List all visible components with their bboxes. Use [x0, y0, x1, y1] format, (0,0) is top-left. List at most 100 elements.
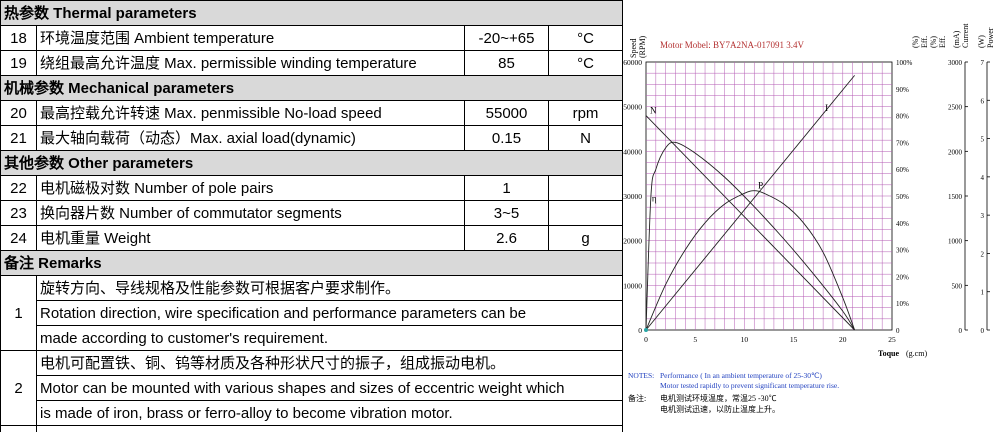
notes-line-1: Performance ( In an ambient temperature … — [660, 371, 822, 380]
notes-label: NOTES: — [628, 371, 654, 380]
row-number: 20 — [1, 101, 37, 126]
remark-number: 2 — [1, 351, 37, 426]
row-number: 22 — [1, 176, 37, 201]
x-tick-label: 25 — [888, 335, 896, 344]
row-number: 21 — [1, 126, 37, 151]
eff-tick-label: 40% — [896, 220, 909, 228]
power-tick-label: 3 — [981, 212, 985, 220]
x-tick-label: 10 — [741, 335, 749, 344]
remark-2-en2: is made of iron, brass or ferro-alloy to… — [1, 401, 623, 426]
current-tick-label: 500 — [952, 282, 963, 290]
cn-notes-line-2: 电机测试迅速，以防止温度上升。 — [660, 404, 780, 414]
row-label: 最大轴向载荷（动态）Max. axial load(dynamic) — [37, 126, 465, 151]
eff-tick-label: 90% — [896, 86, 909, 94]
row-commutator: 23 换向器片数 Number of commutator segments 3… — [1, 201, 623, 226]
eff-tick-label: 80% — [896, 113, 909, 121]
power-tick-label: 4 — [981, 174, 985, 182]
row-number: 19 — [1, 51, 37, 76]
remark-text: Motor can be mounted with various shapes… — [37, 376, 623, 401]
current-tick-label: 1000 — [948, 238, 963, 246]
speed-tick-label: 0 — [638, 326, 642, 335]
right-axis-title-1b: Eff. — [920, 36, 929, 48]
row-number: 24 — [1, 226, 37, 251]
table-tail-row — [1, 426, 623, 432]
remark-number: 1 — [1, 276, 37, 351]
power-tick-label: 5 — [981, 136, 985, 144]
eff-tick-label: 10% — [896, 300, 909, 308]
row-label: 绕组最高允许温度 Max. permissible winding temper… — [37, 51, 465, 76]
cn-notes-line-1: 电机测试环境温度，常温25 -30℃ — [660, 393, 777, 403]
x-tick-label: 20 — [839, 335, 847, 344]
remark-1-en2: made according to customer's requirement… — [1, 326, 623, 351]
row-number: 23 — [1, 201, 37, 226]
section-thermal: 热参数 Thermal parameters — [1, 1, 623, 26]
row-label: 电机重量 Weight — [37, 226, 465, 251]
spec-table: 热参数 Thermal parameters 18 环境温度范围 Ambient… — [0, 0, 623, 432]
right-axis-title-3a: (mA) — [952, 30, 961, 48]
remark-2-zh: 2 电机可配置铁、铜、钨等材质及各种形状尺寸的振子，组成振动电机。 — [1, 351, 623, 376]
left-axis-title-1: Speed — [629, 38, 638, 58]
row-unit: °C — [549, 51, 623, 76]
eff-tick-label: 70% — [896, 139, 909, 147]
eff-tick-label: 30% — [896, 247, 909, 255]
x-axis-label: Toque — [878, 349, 900, 358]
section-mechanical: 机械参数 Mechanical parameters — [1, 76, 623, 101]
power-tick-label: 0 — [981, 327, 985, 335]
row-value: 85 — [465, 51, 549, 76]
row-value: 1 — [465, 176, 549, 201]
power-tick-label: 2 — [981, 250, 985, 258]
notes-line-2: Motor tested rapidly to prevent signific… — [660, 381, 839, 390]
remark-text: made according to customer's requirement… — [37, 326, 623, 351]
x-tick-label: 15 — [790, 335, 798, 344]
speed-tick-label: 40000 — [623, 147, 642, 156]
current-tick-label: 0 — [959, 327, 963, 335]
right-axis-title-1a: (%) — [911, 36, 920, 48]
row-weight: 24 电机重量 Weight 2.6 g — [1, 226, 623, 251]
remark-1-en1: Rotation direction, wire specification a… — [1, 301, 623, 326]
right-axis-title-2a: (%) — [929, 36, 938, 48]
row-winding-temp: 19 绕组最高允许温度 Max. permissible winding tem… — [1, 51, 623, 76]
series-I-label: I — [825, 103, 828, 113]
row-pole-pairs: 22 电机磁极对数 Number of pole pairs 1 — [1, 176, 623, 201]
row-unit: N — [549, 126, 623, 151]
speed-tick-label: 10000 — [623, 281, 642, 290]
right-axis-title-2b: Eff. — [938, 36, 947, 48]
speed-tick-label: 60000 — [623, 58, 642, 67]
left-axis-title-2: (RPM) — [638, 35, 647, 58]
series-eta-label: η — [652, 193, 657, 203]
row-number: 18 — [1, 26, 37, 51]
eff-tick-label: 0 — [896, 327, 900, 335]
current-tick-label: 3000 — [948, 59, 963, 67]
x-tick-label: 5 — [693, 335, 697, 344]
right-axis-title-3b: Current — [961, 23, 970, 48]
row-unit: g — [549, 226, 623, 251]
eff-tick-label: 50% — [896, 193, 909, 201]
row-value: 2.6 — [465, 226, 549, 251]
remark-1-zh: 1 旋转方向、导线规格及性能参数可根据客户要求制作。 — [1, 276, 623, 301]
row-unit: °C — [549, 26, 623, 51]
remark-text: Rotation direction, wire specification a… — [37, 301, 623, 326]
chart-axes — [965, 62, 990, 330]
row-label: 最高控载允许转速 Max. penmissible No-load speed — [37, 101, 465, 126]
speed-tick-label: 30000 — [623, 192, 642, 201]
right-axis-title-4a: (W) — [977, 35, 986, 48]
row-value: -20~+65 — [465, 26, 549, 51]
row-axial-load: 21 最大轴向载荷（动态）Max. axial load(dynamic) 0.… — [1, 126, 623, 151]
power-tick-label: 6 — [981, 97, 985, 105]
speed-tick-label: 50000 — [623, 103, 642, 112]
eff-tick-label: 20% — [896, 273, 909, 281]
current-tick-label: 2000 — [948, 148, 963, 156]
row-unit — [549, 176, 623, 201]
x-tick-label: 0 — [644, 335, 648, 344]
row-unit: rpm — [549, 101, 623, 126]
current-tick-label: 2500 — [948, 104, 963, 112]
origin-marker — [644, 328, 648, 332]
row-value: 3~5 — [465, 201, 549, 226]
row-value: 0.15 — [465, 126, 549, 151]
row-label: 电机磁极对数 Number of pole pairs — [37, 176, 465, 201]
section-remarks: 备注 Remarks — [1, 251, 623, 276]
section-other: 其他参数 Other parameters — [1, 151, 623, 176]
remark-text: 旋转方向、导线规格及性能参数可根据客户要求制作。 — [37, 276, 623, 301]
row-unit — [549, 201, 623, 226]
